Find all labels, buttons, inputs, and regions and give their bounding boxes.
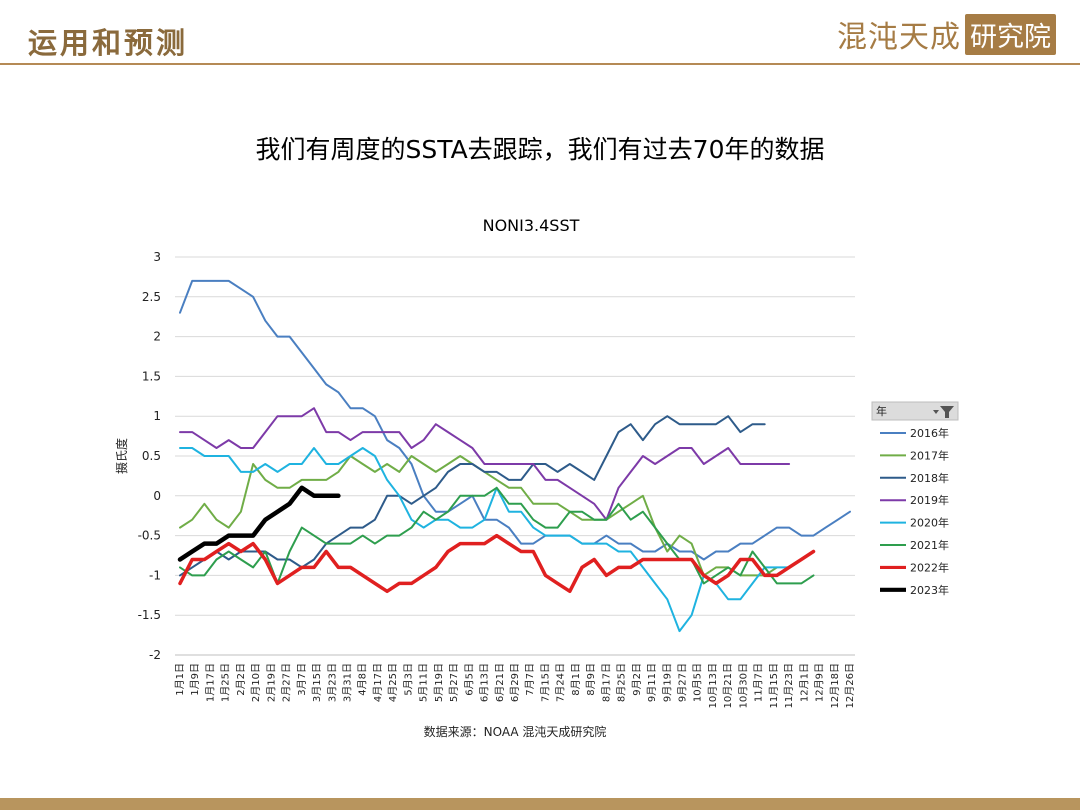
x-tick-label: 4月25日 (387, 663, 399, 702)
x-tick-label: 3月23日 (326, 663, 338, 702)
y-tick-label: -1.5 (138, 608, 161, 622)
chart-legend: 年 2016年 2017年 2018年 2019年 2020年 2021年 2022年 202… (871, 401, 959, 597)
x-tick-label: 11月15日 (768, 663, 780, 708)
x-tick-label: 4月8日 (357, 663, 369, 696)
x-tick-label: 2月10日 (250, 663, 262, 702)
brand-badge: 研究院 (965, 13, 1056, 55)
x-tick-label: 8月17日 (600, 663, 612, 702)
chart-title: NONI3.4SST (483, 216, 580, 235)
legend-header-label: 年 (876, 404, 887, 418)
x-tick-label: 6月21日 (494, 663, 506, 702)
legend-label[interactable]: 2017年 (910, 448, 949, 462)
x-tick-label: 5月11日 (418, 663, 430, 702)
x-tick-label: 9月27日 (677, 663, 689, 702)
x-tick-label: 6月5日 (463, 663, 475, 696)
legend-label[interactable]: 2022年 (910, 560, 949, 574)
x-tick-label: 1月25日 (220, 663, 232, 702)
x-tick-label: 10月13日 (707, 663, 719, 708)
y-tick-label: 2 (153, 330, 161, 344)
series-line-2018年 (179, 415, 766, 577)
legend-label[interactable]: 2018年 (910, 471, 949, 485)
brand-logo: 混沌天成 研究院 (837, 13, 1056, 55)
x-tick-label: 5月3日 (402, 663, 414, 696)
x-tick-label: 12月18日 (829, 663, 841, 708)
x-tick-label: 11月7日 (753, 663, 765, 702)
y-tick-label: 0 (153, 489, 161, 503)
legend-label[interactable]: 2020年 (910, 516, 949, 530)
y-tick-label: 0.5 (142, 449, 161, 463)
legend-label[interactable]: 2023年 (910, 583, 949, 597)
x-tick-label: 12月26日 (844, 663, 856, 708)
series-line-2019年 (179, 407, 791, 521)
header-divider (0, 63, 1080, 65)
x-tick-label: 6月29日 (509, 663, 521, 702)
x-tick-label: 9月2日 (631, 663, 643, 696)
filter-icon[interactable] (940, 406, 954, 418)
x-tick-label: 1月17日 (204, 663, 216, 702)
x-tick-label: 2月27日 (281, 663, 293, 702)
y-tick-label: 3 (153, 250, 161, 264)
x-tick-label: 3月7日 (296, 663, 308, 696)
footer-bar (0, 798, 1080, 810)
legend-label[interactable]: 2019年 (910, 493, 949, 507)
chart-gridlines (175, 256, 855, 656)
x-tick-label: 7月7日 (524, 663, 536, 696)
brand-name: 混沌天成 (837, 20, 961, 55)
x-tick-label: 10月30日 (737, 663, 749, 708)
x-tick-label: 9月19日 (661, 663, 673, 702)
legend-label[interactable]: 2016年 (910, 426, 949, 440)
y-tick-label: 2.5 (142, 290, 161, 304)
x-tick-label: 10月21日 (722, 663, 734, 708)
y-tick-label: -1 (149, 568, 161, 582)
series-line-2021年 (179, 486, 815, 585)
legend-filter-header[interactable] (871, 401, 959, 421)
dropdown-arrow-icon[interactable] (933, 410, 939, 414)
y-axis-label: 摄氏度 (114, 438, 129, 474)
x-axis: 1月1日 1月9日 1月17日 1月25日 2月2日 2月10日 2月19日 2月27日 3月7… (174, 663, 856, 708)
y-tick-label: 1.5 (142, 369, 161, 383)
x-tick-label: 8月1日 (570, 663, 582, 696)
series-line-2016年 (179, 279, 851, 561)
legend-label[interactable]: 2021年 (910, 538, 949, 552)
series-line-2020年 (179, 447, 791, 633)
x-tick-label: 1月1日 (174, 663, 186, 696)
x-tick-label: 8月9日 (585, 663, 597, 696)
y-axis: 3 2.5 2 1.5 1 0.5 0 -0.5 -1 -1.5 -2 (138, 250, 161, 662)
y-tick-label: 1 (153, 409, 161, 423)
x-tick-label: 9月11日 (646, 663, 658, 702)
x-tick-label: 6月13日 (479, 663, 491, 702)
x-tick-label: 7月15日 (539, 663, 551, 702)
x-tick-label: 1月9日 (189, 663, 201, 696)
x-tick-label: 7月24日 (555, 663, 567, 702)
x-tick-label: 10月5日 (692, 663, 704, 702)
chart-series (177, 279, 851, 633)
page-header-title: 运用和预测 (28, 26, 189, 60)
y-tick-label: -2 (149, 648, 161, 662)
x-tick-label: 2月2日 (235, 663, 247, 696)
x-tick-label: 2月19日 (265, 663, 277, 702)
series-line-2023年 (177, 485, 341, 562)
x-tick-label: 3月31日 (342, 663, 354, 702)
series-line-2022年 (178, 533, 816, 594)
x-tick-label: 5月19日 (433, 663, 445, 702)
x-tick-label: 8月25日 (616, 663, 628, 702)
x-tick-label: 12月1日 (798, 663, 810, 702)
x-tick-label: 4月17日 (372, 663, 384, 702)
x-tick-label: 5月27日 (448, 663, 460, 702)
x-tick-label: 3月15日 (311, 663, 323, 702)
x-tick-label: 11月23日 (783, 663, 795, 708)
chart-source: 数据来源：NOAA 混沌天成研究院 (424, 724, 607, 739)
x-tick-label: 12月9日 (814, 663, 826, 702)
y-tick-label: -0.5 (138, 529, 161, 543)
slide-subtitle: 我们有周度的SSTA去跟踪，我们有过去70年的数据 (255, 135, 825, 164)
